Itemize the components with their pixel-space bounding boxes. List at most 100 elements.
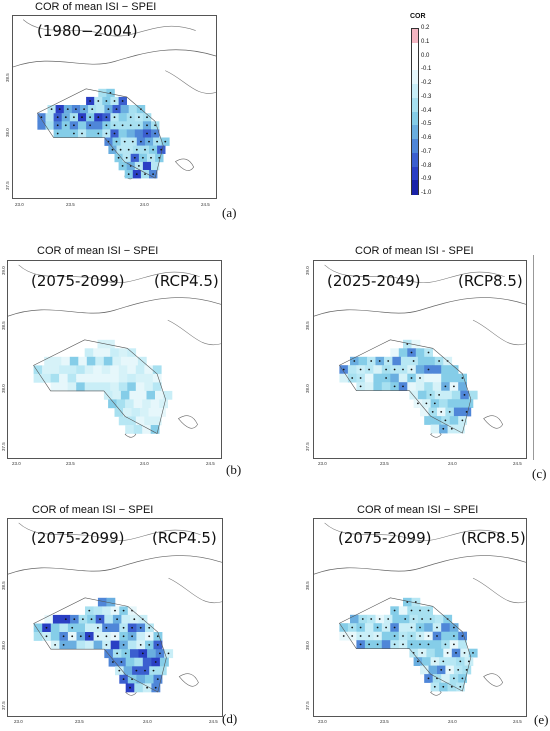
significance-dot	[122, 635, 125, 638]
x-tick: 23.5	[380, 461, 389, 466]
grid-cell	[430, 424, 440, 434]
grid-cell	[93, 382, 102, 392]
significance-dot	[148, 635, 151, 638]
grid-cell	[118, 113, 127, 122]
period-label: (2075-2099)	[31, 272, 125, 290]
significance-dot	[378, 618, 381, 620]
grid-cell	[59, 623, 69, 633]
grid-cell	[137, 390, 147, 400]
significance-dot	[113, 116, 116, 119]
grid-cell	[110, 373, 119, 383]
x-tick: 24.5	[206, 461, 215, 466]
grid-cell	[456, 424, 465, 434]
significance-dot	[133, 618, 136, 621]
significance-dot	[135, 669, 138, 672]
significance-dot	[164, 140, 167, 143]
x-tick: 24.0	[140, 202, 149, 207]
grid-cell	[123, 666, 133, 676]
grid-cell	[441, 631, 450, 641]
grid-cell	[441, 365, 450, 374]
significance-dot	[410, 609, 413, 612]
significance-dot	[148, 140, 150, 143]
region-outline	[339, 339, 472, 434]
legend-label: -1.0	[421, 190, 432, 196]
grid-cell	[398, 606, 408, 616]
significance-dot	[417, 660, 419, 663]
significance-dot	[167, 652, 170, 655]
panel-title: COR of mean ISI − SPEI	[357, 504, 479, 516]
grid-cell	[61, 129, 71, 138]
significance-dot	[146, 132, 148, 135]
significance-dot	[142, 156, 144, 159]
x-tick: 23.5	[66, 202, 75, 207]
significance-dot	[62, 644, 65, 646]
significance-dot	[438, 360, 440, 362]
significance-dot	[376, 626, 379, 629]
grid-cell	[135, 365, 145, 375]
grid-cell	[381, 382, 391, 391]
grid-cell	[67, 373, 77, 383]
significance-dot	[45, 626, 48, 629]
significance-dot	[427, 609, 430, 612]
grid-cell	[145, 674, 154, 684]
significance-dot	[402, 635, 404, 637]
legend-colorbar	[411, 28, 419, 195]
significance-dot	[64, 618, 67, 621]
significance-dot	[450, 685, 453, 688]
x-tick: 24.0	[448, 719, 457, 724]
significance-dot	[138, 165, 140, 167]
y-tick: 38.0	[305, 641, 310, 650]
significance-dot	[90, 618, 93, 621]
significance-dot	[359, 643, 362, 646]
significance-dot	[156, 140, 159, 143]
grid-cell	[432, 373, 442, 383]
island-outline	[483, 415, 504, 429]
grid-cell	[373, 373, 383, 383]
grid-cell	[110, 382, 119, 392]
significance-dot	[448, 669, 451, 671]
significance-dot	[135, 148, 138, 151]
significance-dot	[453, 677, 455, 680]
significance-dot	[89, 116, 91, 119]
grid-cell	[152, 373, 162, 383]
grid-cell	[45, 121, 54, 130]
significance-dot	[440, 669, 443, 671]
legend-label: -0.5	[421, 121, 432, 128]
grid-cell	[128, 105, 138, 114]
grid-cell	[78, 356, 88, 366]
x-tick: 24.5	[209, 719, 218, 724]
grid-cell	[104, 614, 114, 624]
x-tick: 23.0	[12, 461, 21, 466]
coastline	[167, 319, 221, 346]
significance-dot	[116, 652, 118, 655]
coastline	[168, 577, 222, 604]
grid-cell	[85, 623, 94, 633]
panel-title: COR of mean ISI - SPEI	[355, 245, 474, 257]
coastline	[18, 522, 201, 541]
grid-cell	[84, 373, 94, 383]
grid-cell	[135, 382, 145, 392]
significance-dot	[144, 173, 146, 176]
grid-cell	[101, 365, 111, 375]
significance-dot	[97, 635, 99, 638]
grid-cell	[428, 665, 438, 675]
significance-dot	[440, 411, 443, 413]
grid-cell	[97, 597, 107, 607]
significance-dot	[159, 652, 161, 655]
significance-dot	[66, 108, 69, 110]
significance-dot	[154, 686, 157, 689]
significance-dot	[121, 165, 124, 167]
grid-cell	[86, 129, 95, 138]
map-frame	[313, 518, 527, 717]
legend-color-cell	[412, 56, 418, 71]
significance-dot	[64, 116, 67, 119]
coastline	[13, 49, 216, 68]
grid-cell	[130, 649, 139, 659]
region-outline	[339, 597, 472, 692]
grid-cell	[447, 657, 457, 666]
significance-dot	[393, 609, 396, 612]
grid-cell	[148, 408, 158, 417]
grid-cell	[103, 356, 113, 366]
significance-dot	[359, 377, 362, 379]
significance-dot	[127, 173, 130, 176]
